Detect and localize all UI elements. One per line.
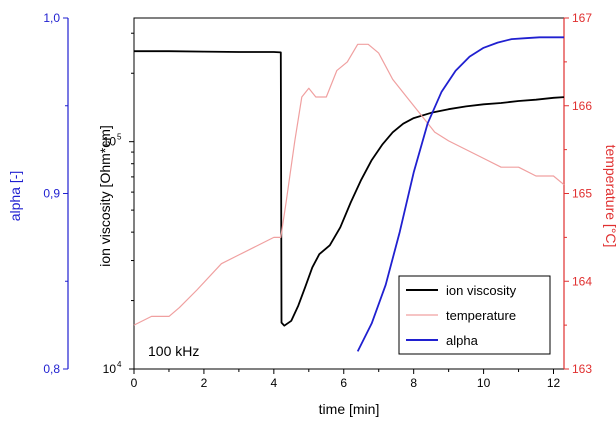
x-tick-label: 2 — [201, 376, 208, 390]
legend-label-ion-viscosity: ion viscosity — [446, 283, 517, 298]
alpha-tick-label: 0,9 — [43, 187, 60, 201]
series-line-temperature — [133, 43, 565, 326]
temperature-tick-label: 163 — [572, 362, 592, 376]
ion-viscosity-tick-exponent: 4 — [117, 360, 122, 369]
ion-viscosity-tick-label: 10 — [103, 362, 117, 376]
series-layer — [133, 36, 565, 352]
temperature-tick-label: 166 — [572, 99, 592, 113]
alpha-tick-label: 0,8 — [43, 362, 60, 376]
x-tick-label: 10 — [477, 376, 491, 390]
x-tick-label: 4 — [270, 376, 277, 390]
ion-viscosity-tick-label: 10 — [103, 135, 117, 149]
alpha-axis-label: alpha [-] — [7, 171, 23, 222]
series-line-ion-viscosity — [134, 50, 565, 327]
x-axis-label: time [min] — [319, 401, 380, 417]
x-tick-label: 8 — [410, 376, 417, 390]
x-tick-label: 12 — [547, 376, 561, 390]
series-line-alpha — [356, 36, 564, 352]
x-tick-label: 0 — [131, 376, 138, 390]
alpha-tick-label: 1,0 — [43, 11, 60, 25]
x-tick-label: 6 — [340, 376, 347, 390]
legend-label-alpha: alpha — [446, 333, 479, 348]
temperature-tick-label: 167 — [572, 11, 592, 25]
legend-label-temperature: temperature — [446, 308, 516, 323]
frequency-annotation: 100 kHz — [148, 343, 199, 359]
temperature-tick-label: 164 — [572, 274, 592, 288]
temperature-axis-label: temperature [°C] — [603, 145, 616, 248]
legend: ion viscosity temperature alpha — [398, 275, 551, 355]
ion-viscosity-tick-exponent: 5 — [117, 133, 122, 142]
temperature-tick-label: 165 — [572, 187, 592, 201]
ion-viscosity-axis-label: ion viscosity [Ohm*cm] — [97, 125, 113, 267]
